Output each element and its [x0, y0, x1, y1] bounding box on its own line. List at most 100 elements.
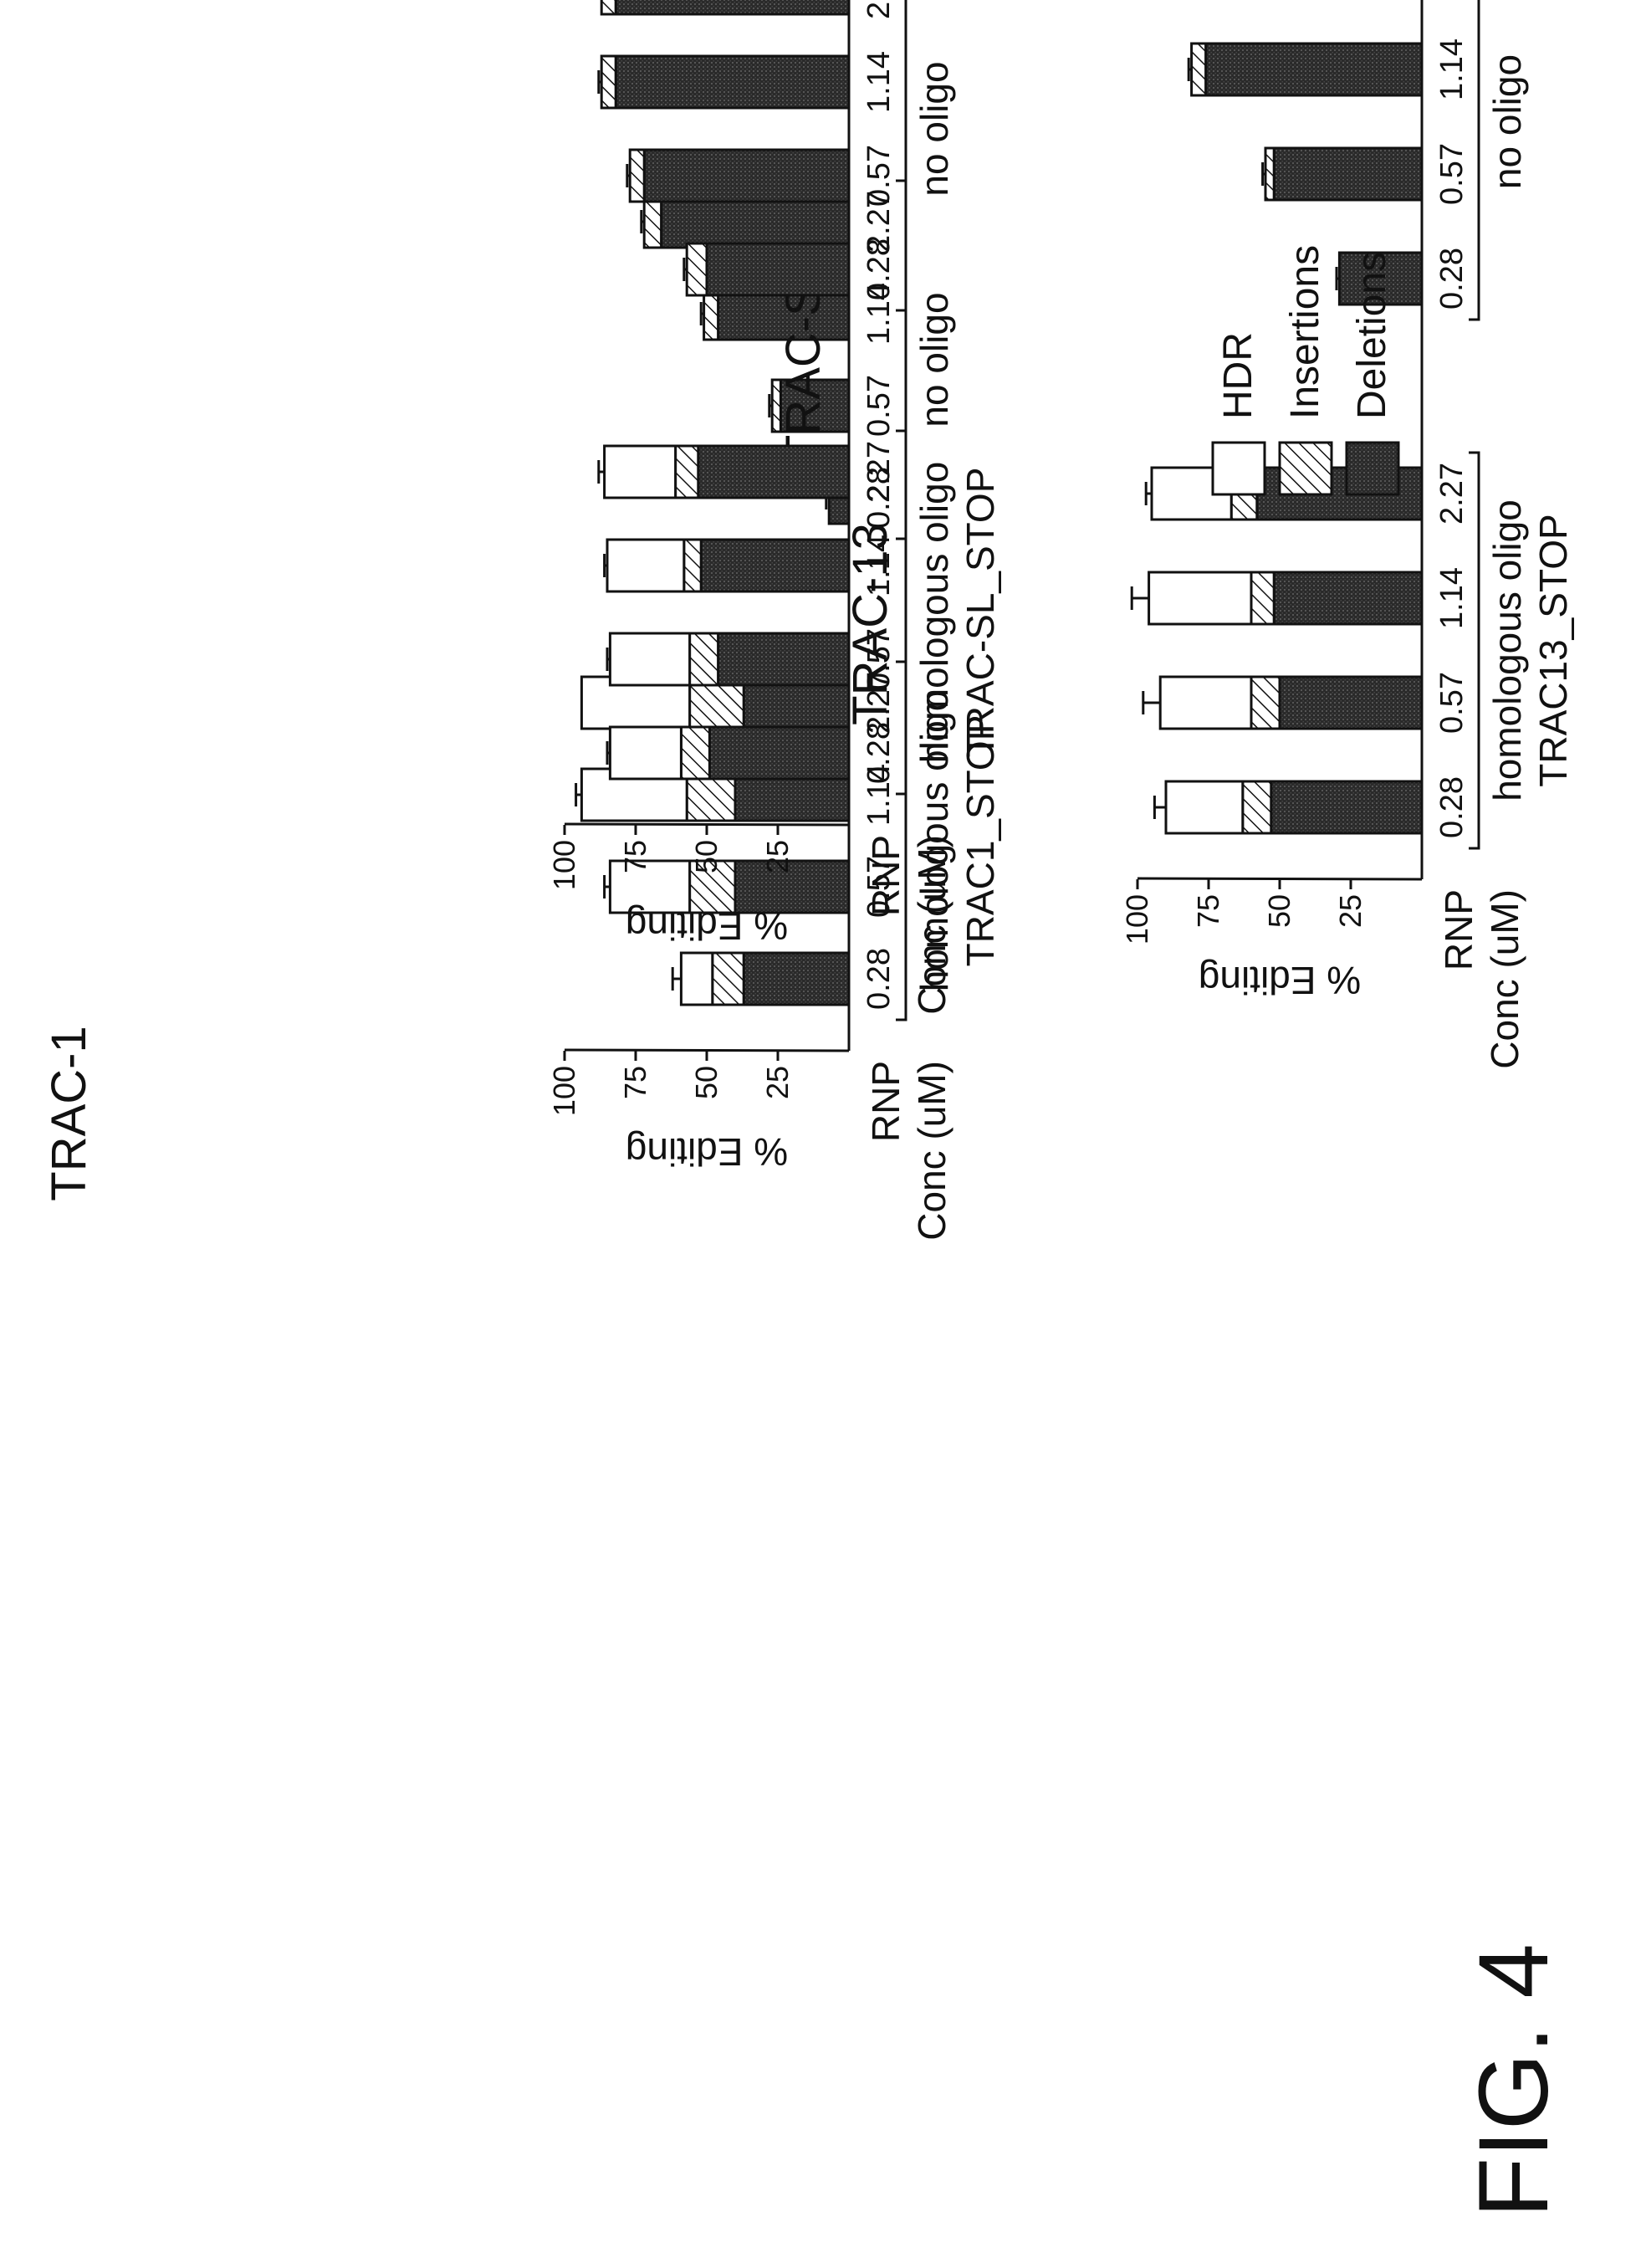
- x-tick-label: 2.27: [1434, 463, 1470, 525]
- row-label-conc: Conc (uM): [1483, 889, 1526, 1069]
- row-label-rnp: RNP: [864, 1061, 907, 1142]
- x-tick-label: 0.28: [1434, 776, 1470, 838]
- x-tick-label: 0.28: [861, 948, 897, 1010]
- bar-insertions: [1250, 675, 1281, 730]
- y-tick-label: 100: [547, 840, 581, 890]
- chart-title: TRAC-13: [843, 523, 897, 725]
- bar-hdr: [1158, 675, 1253, 730]
- x-tick-label: 0.57: [861, 856, 897, 918]
- bar-deletions: [717, 632, 851, 687]
- group-label: homologous oligo: [913, 462, 956, 764]
- bar-hdr: [679, 951, 714, 1006]
- y-axis-line: [1137, 877, 1423, 881]
- group-sublabel: TRAC1_STOP: [959, 715, 1002, 967]
- y-axis-label: % Editing: [1199, 959, 1361, 1002]
- x-tick-label: 0.28: [861, 467, 897, 529]
- group-sublabel: TRAC13_STOP: [1531, 514, 1575, 786]
- bar-insertions: [682, 538, 703, 593]
- y-tick-label: 50: [1262, 894, 1296, 928]
- bar-insertions: [1264, 146, 1275, 202]
- x-tick-label: 0.57: [861, 628, 897, 690]
- x-tick-label: 0.28: [1434, 248, 1470, 310]
- legend-swatch-insertions: [1278, 441, 1333, 496]
- group-label: homologous oligo: [913, 690, 956, 992]
- bar-deletions: [708, 725, 851, 781]
- bar-insertions: [674, 444, 700, 499]
- group-label: homologous oligo: [1485, 499, 1529, 801]
- x-tick-label: 2.27: [861, 0, 897, 19]
- y-tick-label: 50: [689, 840, 723, 873]
- bar-hdr: [608, 632, 692, 687]
- bar-hdr: [603, 444, 677, 499]
- row-label-rnp: RNP: [864, 835, 907, 916]
- row-label-rnp: RNP: [1437, 889, 1480, 970]
- y-axis-label: % Editing: [626, 904, 788, 948]
- group-label: no oligo: [913, 292, 956, 427]
- y-tick-label: 75: [1191, 894, 1225, 928]
- bar-deletions: [699, 538, 851, 593]
- bar-insertions: [1241, 780, 1273, 835]
- x-tick-label: 0.57: [1434, 672, 1470, 734]
- bar-insertions: [685, 242, 708, 297]
- legend: HDR Insertions Deletions: [1211, 245, 1400, 496]
- bar-insertions: [642, 194, 663, 249]
- bar-deletions: [614, 54, 851, 110]
- bar-insertions: [600, 0, 617, 16]
- bar-deletions: [660, 194, 851, 249]
- y-tick-label: 25: [760, 1066, 795, 1099]
- legend-swatch-hdr: [1211, 441, 1266, 496]
- bar-insertions: [688, 632, 720, 687]
- bar-deletions: [1272, 571, 1424, 626]
- bar-deletions: [614, 0, 851, 16]
- bars: [575, 194, 851, 1006]
- legend-label: Deletions: [1350, 252, 1394, 419]
- group-bracket: [1469, 451, 1480, 850]
- bar-deletions: [742, 951, 851, 1006]
- group-sublabel: TRAC-SL_STOP: [959, 468, 1002, 758]
- legend-swatch-deletions: [1345, 441, 1400, 496]
- bar-hdr: [1148, 571, 1253, 626]
- bar-deletions: [1272, 146, 1424, 202]
- y-axis: 100 75 50 25 % Editing: [1120, 877, 1423, 1002]
- figure-label: FIG. 4: [1459, 1943, 1569, 2218]
- y-tick-label: 25: [760, 840, 795, 873]
- legend-label: Insertions: [1283, 245, 1327, 419]
- group-bracket: [896, 660, 907, 1021]
- group-label: no oligo: [913, 61, 956, 196]
- x-tick-label: 2.27: [861, 441, 897, 503]
- bar-insertions: [1250, 571, 1275, 626]
- y-tick-label: 75: [618, 840, 652, 873]
- y-axis: 100 75 50 25 % Editing: [547, 822, 850, 948]
- x-tick-label: 0.57: [861, 375, 897, 437]
- group-label: no oligo: [1485, 54, 1529, 189]
- bar-insertions: [1190, 42, 1208, 97]
- y-tick-label: 100: [1120, 894, 1154, 945]
- x-tick-label: 2.27: [861, 191, 897, 253]
- x-tick-label: 0.28: [861, 238, 897, 300]
- x-tick-label: 1.14: [861, 51, 897, 113]
- y-tick-label: 50: [689, 1066, 723, 1099]
- bar-deletions: [705, 242, 851, 297]
- bar-insertions: [679, 725, 711, 781]
- bars: [1130, 42, 1424, 835]
- y-axis-line: [564, 1048, 850, 1052]
- row-label-conc: Conc (uM): [910, 835, 953, 1015]
- bar-deletions: [1204, 42, 1424, 97]
- x-tick-label: 1.14: [1434, 567, 1470, 629]
- bar-insertions: [600, 54, 617, 110]
- bars: [597, 0, 851, 781]
- chart-trac-1: TRAC-1 100 75 50 25 % Editing 0.28 0.57 1.14 2.27…: [42, 171, 1002, 1241]
- y-axis-label: % Editing: [626, 1130, 788, 1174]
- legend-label: HDR: [1216, 332, 1260, 419]
- y-tick-label: 75: [618, 1066, 652, 1099]
- y-axis: 100 75 50 25 % Editing: [547, 1048, 850, 1174]
- y-tick-label: 25: [1333, 894, 1368, 928]
- bar-hdr: [1164, 780, 1245, 835]
- x-tick-label: 0.57: [861, 145, 897, 207]
- bar-deletions: [1278, 675, 1424, 730]
- bar-hdr: [608, 725, 682, 781]
- bar-deletions: [642, 148, 851, 203]
- x-tick-label: 1.14: [1434, 38, 1470, 100]
- y-axis-line: [564, 822, 850, 827]
